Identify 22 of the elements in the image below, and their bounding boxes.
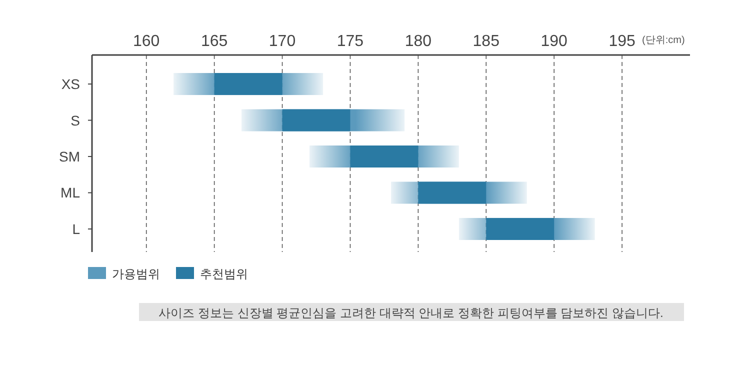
y-tick-label: S xyxy=(70,112,80,128)
x-tick-label: 195 xyxy=(608,33,636,50)
y-tick-label: SM xyxy=(59,148,80,164)
bar xyxy=(214,73,282,96)
bar xyxy=(486,218,554,240)
x-tick-label: 160 xyxy=(133,33,160,50)
y-tick-label: XS xyxy=(61,76,80,92)
bar xyxy=(418,182,486,204)
bar xyxy=(282,109,350,132)
y-tick-label: ML xyxy=(60,184,80,201)
y-tick-label: L xyxy=(72,220,80,237)
legend-label: 가용범위 xyxy=(112,267,160,281)
text: 사이즈 정보는 신장별 평균인심을 고려한 대략적 안내로 정확한 피팅여부를 담보하진 않습니다. xyxy=(158,306,664,320)
legend-label: 추천범위 xyxy=(200,267,248,281)
x-tick-label: 180 xyxy=(404,33,432,50)
x-tick-label: 185 xyxy=(472,33,500,50)
x-tick-label: 175 xyxy=(336,33,364,50)
x-tick-label: 190 xyxy=(540,33,568,50)
x-tick-label: 170 xyxy=(268,33,296,50)
x-tick-label: 165 xyxy=(200,33,228,50)
bar xyxy=(350,146,418,168)
x-axis-title: (단위:cm) xyxy=(642,35,685,46)
